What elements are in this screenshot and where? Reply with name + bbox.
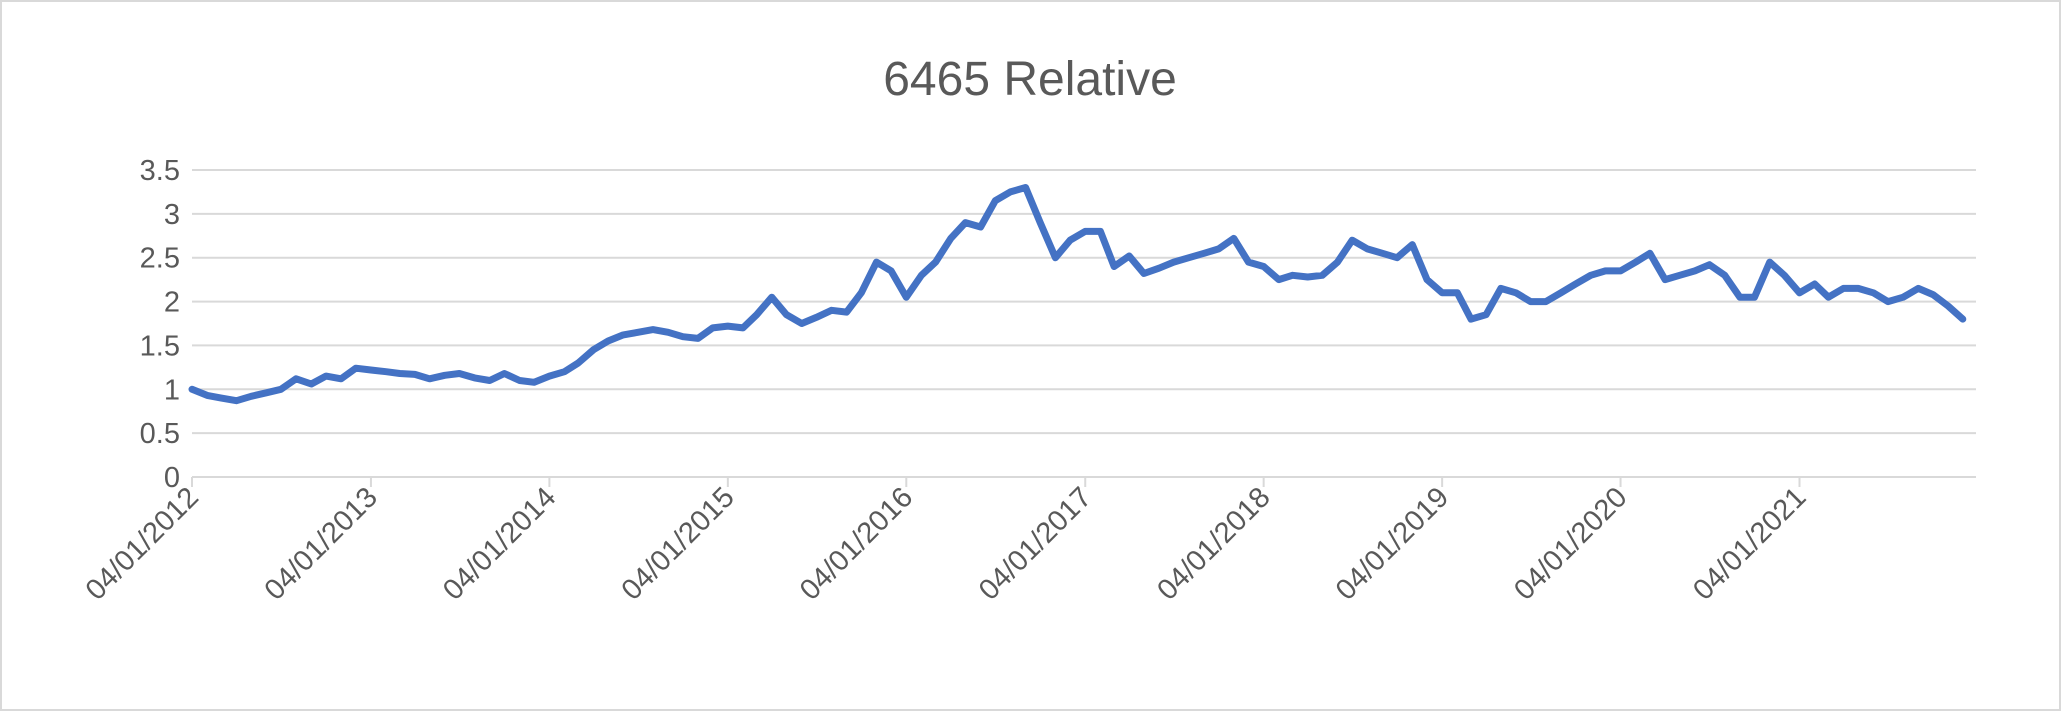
chart-title: 6465 Relative [883,53,1177,106]
line-series [188,184,1967,405]
y-tick-label: 1.5 [140,330,180,362]
y-tick-label: 2 [164,287,180,319]
y-tick-label: 3 [164,199,180,231]
y-tick-label: 0.5 [140,418,180,450]
y-tick-label: 3.5 [140,155,180,187]
y-tick-label: 1 [164,374,180,406]
y-tick-label: 2.5 [140,243,180,275]
y-tick-label: 0 [164,462,180,494]
